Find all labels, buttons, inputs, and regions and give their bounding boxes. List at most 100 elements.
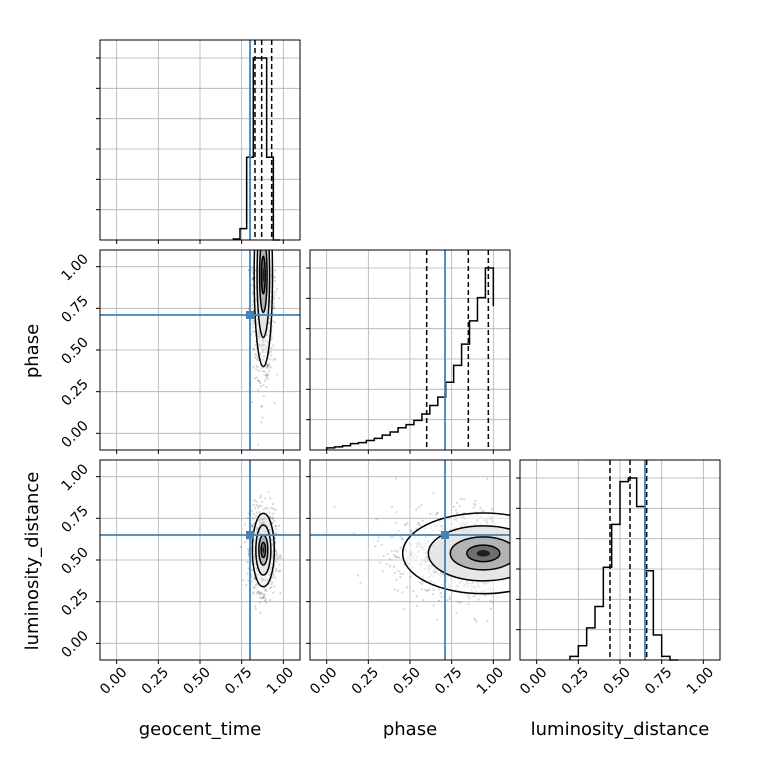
- x-tick-label: 0.00: [97, 664, 130, 697]
- sample-point: [252, 577, 255, 580]
- sample-point: [253, 507, 257, 510]
- sample-point: [437, 599, 441, 602]
- sample-point: [251, 525, 254, 528]
- sample-point: [247, 550, 250, 553]
- sample-point: [424, 588, 427, 591]
- sample-point: [401, 572, 405, 575]
- sample-point: [251, 267, 254, 270]
- sample-point: [276, 555, 279, 558]
- sample-point: [468, 597, 471, 600]
- sample-point: [251, 517, 255, 520]
- sample-point: [432, 492, 435, 495]
- sample-point: [258, 592, 262, 595]
- sample-point: [252, 366, 255, 369]
- sample-point: [397, 570, 400, 573]
- sample-point: [456, 601, 460, 604]
- sample-point: [396, 556, 399, 559]
- sample-point: [467, 603, 470, 606]
- sample-point: [252, 591, 255, 594]
- sample-point: [448, 597, 451, 601]
- sample-point: [255, 353, 258, 356]
- sample-point: [257, 389, 260, 392]
- sample-point: [415, 595, 418, 598]
- sample-point: [260, 596, 263, 600]
- sample-point: [255, 511, 258, 514]
- sample-point: [260, 420, 263, 424]
- sample-point: [255, 500, 258, 503]
- sample-point: [264, 497, 267, 500]
- sample-point: [279, 592, 282, 595]
- sample-point: [271, 517, 274, 520]
- sample-point: [274, 276, 277, 279]
- sample-point: [274, 524, 278, 528]
- sample-point: [260, 405, 263, 408]
- sample-point: [262, 508, 266, 511]
- sample-point: [385, 562, 388, 566]
- sample-point: [252, 347, 255, 350]
- sample-point: [420, 588, 424, 591]
- sample-point: [277, 524, 281, 527]
- sample-point: [489, 607, 492, 611]
- sample-point: [418, 524, 422, 527]
- sample-point: [266, 507, 269, 510]
- sample-point: [265, 601, 268, 604]
- sample-point: [394, 521, 397, 524]
- y-tick-label: 0.75: [58, 503, 91, 536]
- sample-point: [273, 279, 277, 282]
- sample-point: [279, 554, 282, 557]
- x-tick-label: 1.00: [264, 664, 297, 697]
- x-tick-label: 0.25: [139, 664, 172, 697]
- sample-point: [269, 350, 272, 354]
- sample-point: [486, 477, 489, 480]
- sample-point: [252, 522, 256, 525]
- contour-level: [262, 547, 265, 553]
- sample-point: [439, 592, 442, 595]
- x-label-geocent-time: geocent_time: [139, 719, 262, 740]
- histogram-geocent_time: [232, 57, 280, 241]
- sample-point: [250, 269, 253, 272]
- sample-point: [272, 572, 275, 575]
- sample-point: [460, 497, 463, 500]
- sample-point: [265, 376, 268, 379]
- sample-point: [275, 532, 278, 535]
- sample-point: [455, 611, 458, 614]
- sample-point: [459, 601, 462, 604]
- sample-point: [274, 269, 277, 272]
- sample-point: [399, 572, 402, 575]
- sample-point: [257, 379, 260, 382]
- sample-point: [484, 594, 488, 597]
- panel-luminosity_distance-phase-density: [310, 460, 510, 660]
- sample-point: [251, 319, 255, 323]
- sample-point: [255, 364, 258, 367]
- sample-point: [462, 498, 466, 501]
- sample-point: [272, 358, 275, 361]
- sample-point: [259, 596, 262, 599]
- sample-point: [259, 611, 262, 614]
- sample-point: [261, 370, 265, 373]
- grid-layer: [100, 40, 720, 660]
- sample-point: [251, 580, 254, 583]
- sample-point: [421, 582, 424, 585]
- sample-point: [256, 365, 259, 369]
- sample-point: [252, 504, 255, 507]
- sample-point: [272, 512, 275, 515]
- sample-point: [254, 607, 257, 610]
- sample-point: [254, 584, 257, 587]
- histogram-luminosity_distance: [569, 477, 679, 661]
- sample-point: [271, 581, 274, 584]
- sample-point: [263, 596, 266, 599]
- sample-point: [381, 570, 385, 573]
- sample-point: [489, 599, 492, 603]
- sample-point: [409, 575, 412, 579]
- truth-marker: [246, 311, 254, 319]
- sample-point: [252, 326, 255, 329]
- sample-point: [386, 552, 389, 556]
- sample-point: [401, 537, 404, 541]
- sample-point: [250, 509, 254, 513]
- sample-point: [376, 539, 379, 543]
- y-tick-label: 0.50: [58, 334, 91, 367]
- sample-point: [245, 583, 248, 587]
- sample-point: [275, 560, 278, 563]
- sample-point: [275, 553, 278, 556]
- sample-point: [267, 365, 270, 368]
